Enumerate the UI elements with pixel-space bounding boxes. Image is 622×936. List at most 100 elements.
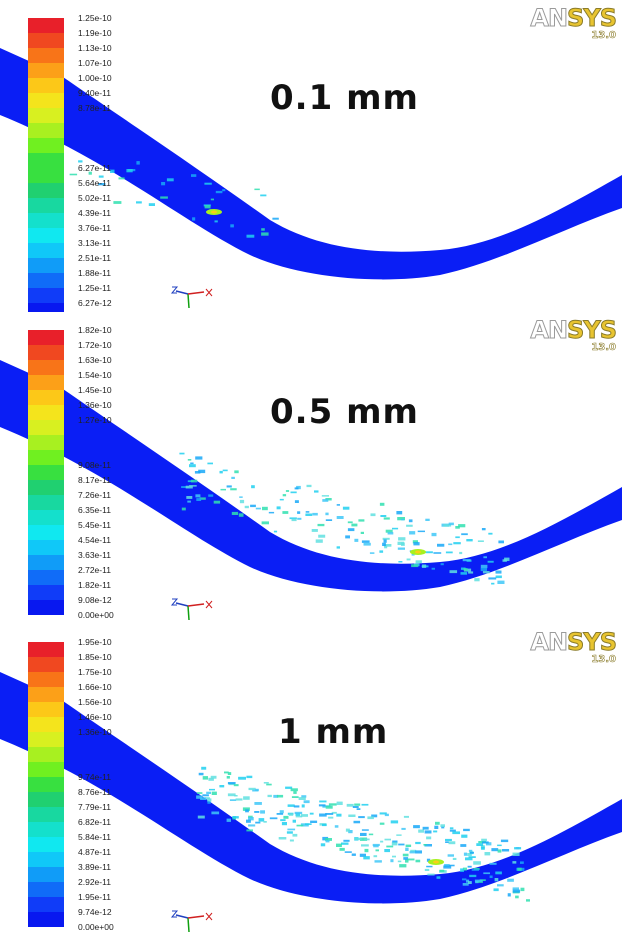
contour-speck [361,803,369,806]
contour-speck [405,844,412,847]
contour-speck [520,887,525,892]
contour-speck [498,540,504,544]
contour-speck [219,785,225,788]
legend-label: 8.78e-11 [78,103,111,113]
contour-speck [347,521,353,524]
legend-label: 1.75e-10 [78,667,112,677]
contour-speck [267,794,272,798]
contour-speck [397,517,405,521]
legend-label: 2.51e-11 [78,253,111,263]
legend-label: 0.00e+00 [78,922,114,932]
contour-speck [369,552,375,554]
contour-speck [255,821,261,824]
contour-speck [482,841,489,844]
contour-speck [78,160,83,163]
contour-speck [305,513,313,516]
contour-speck [189,464,196,468]
contour-speck [261,232,269,236]
contour-speck [239,496,243,498]
contour-speck [325,512,329,516]
legend-swatch [28,93,64,108]
legend-label: 1.00e-10 [78,73,112,83]
contour-speck [181,486,189,488]
contour-speck [495,871,502,875]
contour-speck [294,811,303,815]
contour-speck [391,842,398,846]
logo-brand: ANSYS [530,630,618,655]
contour-speck [386,845,394,848]
contour-speck [166,178,174,182]
contour-speck [392,840,398,844]
legend-swatch [28,108,64,123]
contour-speck [262,506,268,511]
contour-speck [136,201,142,204]
contour-speck [336,843,342,847]
contour-speck [407,858,415,861]
contour-speck [210,775,217,779]
contour-speck [351,523,358,527]
contour-speck [189,485,197,487]
legend-swatch [28,747,64,762]
contour-speck [244,505,249,509]
legend-swatch [28,168,64,183]
contour-speck [470,851,474,854]
contour-speck [422,826,429,830]
legend-label: 4.54e-11 [78,535,111,545]
contour-speck [455,526,460,529]
contour-speck [285,490,290,492]
legend-label: 6.35e-11 [78,505,111,515]
contour-speck [191,174,197,177]
contour-speck [279,498,284,501]
contour-speck [489,875,493,878]
contour-speck [289,839,294,842]
contour-speck [424,844,432,847]
contour-speck [227,793,236,797]
contour-speck [254,802,262,805]
contour-speck [474,578,480,582]
contour-speck [359,837,368,841]
contour-speck [325,805,333,809]
contour-speck [186,496,193,499]
contour-speck [411,564,419,568]
contour-speck [202,776,208,780]
contour-speck [423,844,427,846]
contour-speck [360,531,364,534]
legend-swatch [28,330,64,345]
contour-speck [126,169,133,173]
contour-speck [227,772,232,775]
contour-speck [497,884,504,887]
legend-swatch [28,78,64,93]
legend-swatch [28,732,64,747]
contour-speck [396,511,403,515]
legend-label: 1.13e-10 [78,43,112,53]
contour-speck [488,577,497,580]
contour-speck [322,499,329,502]
contour-speck [485,842,492,846]
contour-speck [207,462,213,465]
legend-swatch [28,897,64,912]
legend-swatch [28,867,64,882]
legend-label: 1.45e-10 [78,385,112,395]
contour-speck [353,820,361,824]
legend-label: 9.40e-11 [78,88,111,98]
legend-label: 0.00e+00 [78,610,114,620]
contour-speck [433,552,442,554]
contour-speck [322,805,326,808]
contour-speck [379,550,384,553]
contour-speck [488,532,493,535]
contour-speck [198,469,206,474]
legend-swatch [28,198,64,213]
contour-speck [448,522,454,526]
contour-speck [452,831,460,835]
legend-label: 7.79e-11 [78,802,111,812]
contour-speck [181,507,186,511]
contour-speck [195,456,203,460]
logo-brand-part1: AN [530,316,569,344]
contour-speck [246,829,253,832]
contour-speck [312,512,318,516]
contour-speck [292,833,298,837]
contour-speck [263,821,267,823]
contour-speck [334,825,339,828]
legend-label: 1.95e-11 [78,892,111,902]
contour-speck [449,829,456,832]
